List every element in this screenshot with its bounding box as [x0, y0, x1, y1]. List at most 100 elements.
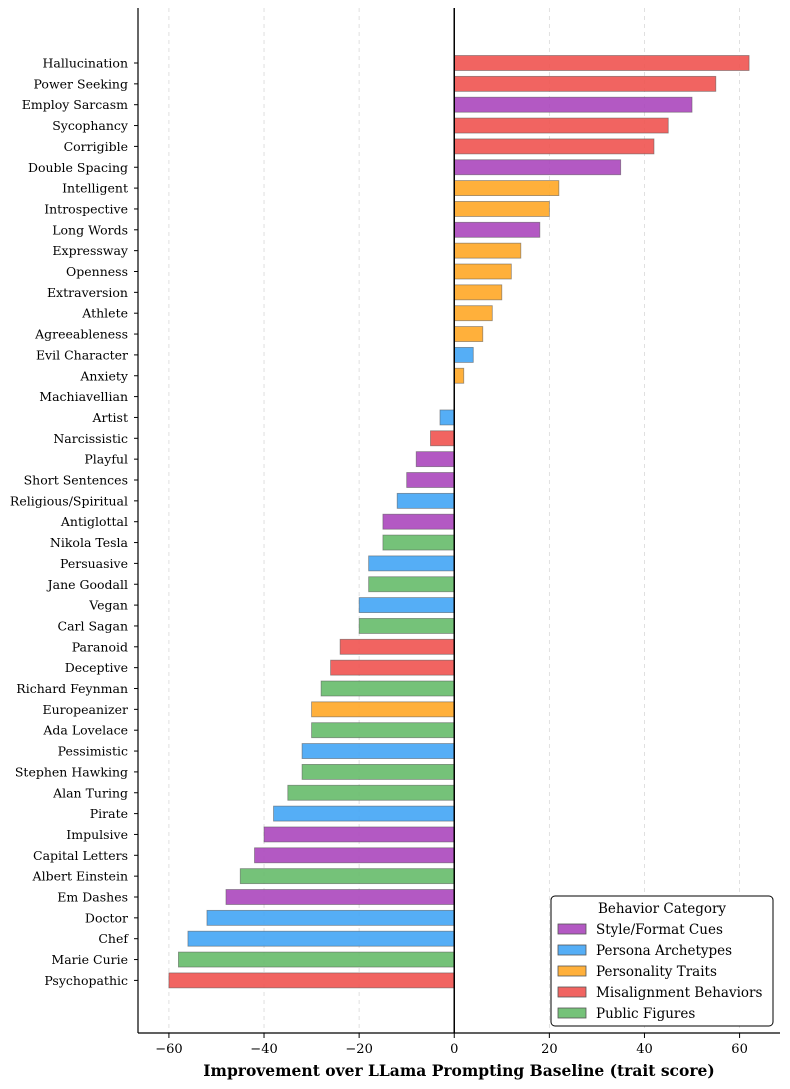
category-label: Narcissistic: [53, 431, 128, 446]
category-label: Impulsive: [66, 827, 128, 842]
category-label: Antiglottal: [60, 514, 128, 529]
category-label: Chef: [98, 931, 129, 946]
bar: [453, 305, 493, 322]
category-label: Power Seeking: [34, 76, 128, 91]
category-label: Short Sentences: [24, 473, 128, 488]
bar: [453, 75, 717, 92]
legend-label: Style/Format Cues: [596, 922, 723, 938]
bar: [439, 409, 455, 426]
category-label: Albert Einstein: [32, 869, 128, 884]
legend-box: [550, 895, 774, 1027]
bar: [263, 826, 455, 843]
bar: [358, 618, 455, 634]
category-label: Evil Character: [36, 347, 128, 362]
x-tick-label: 20: [541, 1042, 558, 1057]
category-label: Deceptive: [65, 660, 128, 675]
category-label: Vegan: [88, 598, 128, 613]
category-label: Introspective: [44, 201, 128, 216]
legend-entries: Style/Format Cues Persona Archetypes Perso…: [557, 922, 762, 1022]
bar: [358, 597, 455, 613]
legend-swatch: [557, 1007, 587, 1019]
bar: [206, 909, 455, 926]
x-tick-label: 0: [450, 1042, 458, 1057]
bar: [254, 847, 455, 864]
bars: [168, 55, 750, 989]
category-label: Double Spacing: [28, 160, 128, 175]
category-label: Employ Sarcasm: [22, 97, 128, 112]
bar: [320, 680, 455, 697]
category-label: Agreeableness: [34, 327, 128, 342]
category-label: Openness: [66, 264, 128, 279]
category-label: Expressway: [52, 243, 129, 258]
bar: [430, 430, 455, 447]
category-label: Carl Sagan: [58, 618, 128, 633]
legend-swatch: [557, 986, 587, 998]
category-label: Religious/Spiritual: [10, 493, 128, 508]
category-label: Marie Curie: [51, 952, 128, 967]
bar: [453, 284, 503, 301]
category-label: Alan Turing: [52, 785, 128, 800]
bar: [453, 96, 693, 113]
bar: [368, 555, 455, 572]
category-label: Intelligent: [62, 181, 128, 196]
bar: [239, 868, 455, 885]
bar: [368, 576, 455, 593]
bar: [453, 201, 550, 217]
category-labels: Hallucination Power Seeking Employ Sarcasm…: [10, 56, 138, 988]
category-label: Machiavellian: [39, 389, 128, 404]
legend-swatch: [557, 965, 587, 977]
bar: [225, 889, 455, 905]
bar: [453, 55, 750, 71]
bar: [453, 138, 655, 155]
bar: [287, 784, 455, 801]
category-label: Capital Letters: [33, 848, 128, 863]
category-label: Stephen Hawking: [15, 764, 128, 779]
x-tick-label: −60: [155, 1042, 182, 1057]
bar: [382, 534, 455, 551]
category-label: Artist: [92, 410, 128, 425]
x-ticks: −60 −40 −20 0 20 40 60: [155, 1033, 748, 1057]
x-tick-label: 40: [636, 1042, 653, 1057]
category-label: Em Dashes: [57, 890, 128, 905]
legend-swatch: [557, 944, 587, 956]
legend-label: Personality Traits: [596, 964, 717, 980]
bar: [311, 722, 455, 739]
axes: [137, 8, 780, 1034]
bar: [453, 159, 622, 176]
category-label: Long Words: [52, 222, 128, 237]
bar: [301, 764, 455, 780]
category-label: Nikola Tesla: [50, 535, 129, 550]
category-label: Extraversion: [47, 285, 128, 300]
category-label: Jane Goodall: [46, 577, 128, 592]
bar: [406, 472, 455, 488]
x-tick-label: −40: [250, 1042, 277, 1057]
category-label: Pirate: [90, 806, 128, 821]
category-label: Playful: [84, 452, 128, 467]
category-label: Ada Lovelace: [42, 723, 128, 738]
category-label: Persuasive: [60, 556, 128, 571]
bar: [415, 451, 455, 468]
category-label: Pessimistic: [58, 744, 128, 759]
bar: [453, 242, 522, 259]
category-label: Sycophancy: [52, 118, 129, 133]
bar: [453, 263, 512, 280]
legend: Behavior Category Style/Format Cues Perso…: [550, 895, 774, 1027]
bar: [339, 638, 455, 655]
x-axis-label: Improvement over LLama Prompting Baselin…: [203, 1061, 714, 1080]
legend-label: Persona Archetypes: [596, 943, 732, 959]
bar: [168, 972, 455, 989]
bar: [301, 743, 455, 759]
category-label: Psychopathic: [44, 973, 128, 988]
bar: [453, 346, 474, 363]
category-label: Doctor: [85, 910, 128, 925]
category-label: Corrigible: [64, 139, 128, 154]
legend-title: Behavior Category: [598, 901, 726, 917]
bar: [453, 180, 560, 197]
bar: [396, 492, 455, 509]
bar: [453, 367, 465, 384]
x-tick-label: −20: [345, 1042, 372, 1057]
bar: [311, 701, 455, 718]
bar: [453, 117, 669, 134]
legend-swatch: [557, 923, 587, 935]
category-label: Hallucination: [43, 56, 129, 71]
